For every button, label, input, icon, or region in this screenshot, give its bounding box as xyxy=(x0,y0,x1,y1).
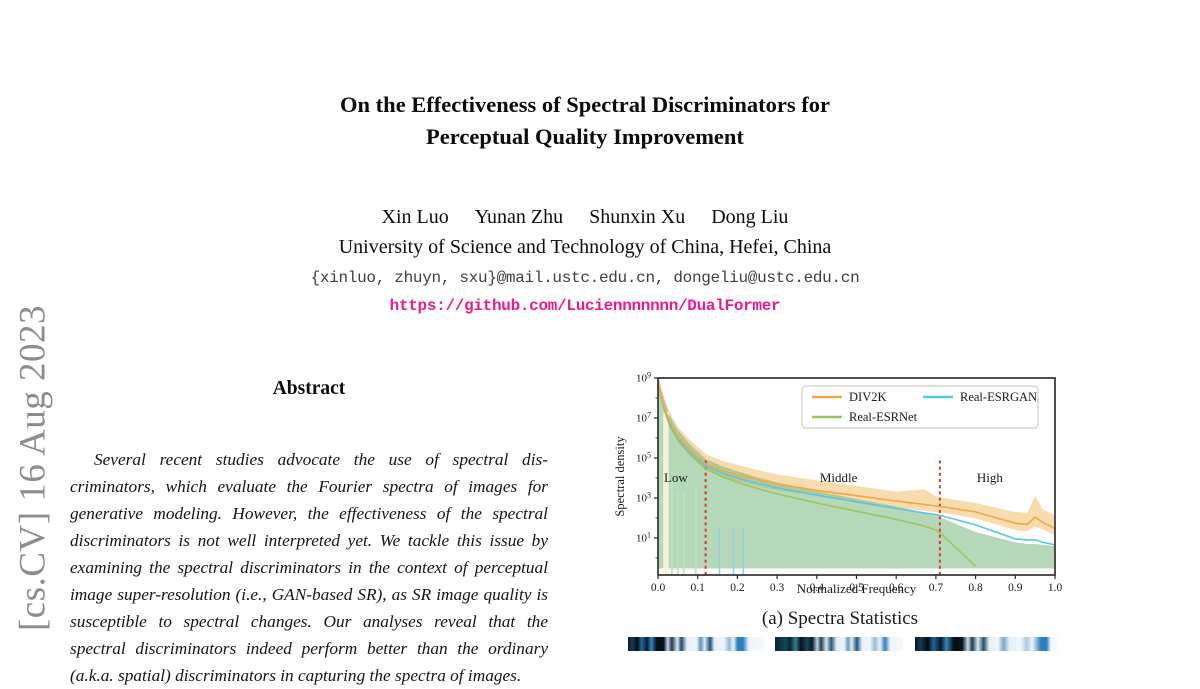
paper-title-line1: On the Effectiveness of Spectral Discrim… xyxy=(340,92,830,117)
result-image-strip-2 xyxy=(775,637,903,651)
svg-text:0.7: 0.7 xyxy=(929,582,944,594)
svg-text:High: High xyxy=(977,470,1004,485)
svg-text:Real-ESRNet: Real-ESRNet xyxy=(849,410,918,424)
svg-text:109: 109 xyxy=(636,371,651,385)
abstract-section: Abstract Several recent studies advocate… xyxy=(70,378,548,689)
svg-text:0.9: 0.9 xyxy=(1008,582,1023,594)
author-name: Shunxin Xu xyxy=(589,206,686,228)
result-image-strip-1 xyxy=(628,637,765,651)
project-link[interactable]: https://github.com/Luciennnnnnn/DualForm… xyxy=(389,297,781,315)
svg-text:Normalized Frequency: Normalized Frequency xyxy=(797,581,917,596)
author-name: Dong Liu xyxy=(711,206,789,228)
spectra-chart: 0.0 0.1 0.2 0.3 0.4 0.5 0.6 0.7 0.8 0.9 1.0 101 103 1… xyxy=(615,371,1063,597)
project-link-row: https://github.com/Luciennnnnnn/DualForm… xyxy=(80,297,1090,315)
author-name: Yunan Zhu xyxy=(474,206,564,228)
author-emails: {xinluo, zhuyn, sxu}@mail.ustc.edu.cn, d… xyxy=(310,269,860,287)
paper-title-line2: Perceptual Quality Improvement xyxy=(426,124,744,149)
abstract-text: Several recent studies advocate the use … xyxy=(70,450,548,685)
svg-text:0.8: 0.8 xyxy=(968,582,983,594)
svg-text:Middle: Middle xyxy=(820,470,858,485)
svg-text:0.4: 0.4 xyxy=(810,582,825,594)
svg-text:0.6: 0.6 xyxy=(889,582,904,594)
author-list: Xin Luo Yunan Zhu Shunxin Xu Dong Liu xyxy=(80,206,1090,229)
svg-text:DIV2K: DIV2K xyxy=(849,390,887,404)
figure-1: 0.0 0.1 0.2 0.3 0.4 0.5 0.6 0.7 0.8 0.9 1.0 101 103 1… xyxy=(615,350,1065,630)
svg-text:101: 101 xyxy=(636,531,651,545)
arxiv-stamp: [cs.CV] 16 Aug 2023 xyxy=(12,304,54,632)
svg-text:103: 103 xyxy=(636,491,651,505)
svg-text:Low: Low xyxy=(664,470,688,485)
svg-text:1.0: 1.0 xyxy=(1048,582,1063,594)
svg-text:105: 105 xyxy=(636,451,651,465)
author-name: Xin Luo xyxy=(381,206,449,228)
svg-text:0.0: 0.0 xyxy=(651,582,666,594)
svg-text:107: 107 xyxy=(636,411,651,425)
svg-text:0.1: 0.1 xyxy=(691,582,706,594)
abstract-heading: Abstract xyxy=(272,378,346,399)
svg-text:0.2: 0.2 xyxy=(730,582,745,594)
figure-caption: (a) Spectra Statistics xyxy=(761,608,919,629)
result-image-strip-3 xyxy=(915,637,1058,651)
affiliation: University of Science and Technology of … xyxy=(338,236,832,258)
svg-text:Real-ESRGAN: Real-ESRGAN xyxy=(960,390,1037,404)
svg-text:0.5: 0.5 xyxy=(849,582,864,594)
svg-text:0.3: 0.3 xyxy=(770,582,785,594)
svg-text:Spectral density: Spectral density xyxy=(615,436,627,517)
paper-page: { "arxiv_stamp": { "text": "[cs.CV] 16 A… xyxy=(12,92,1090,685)
